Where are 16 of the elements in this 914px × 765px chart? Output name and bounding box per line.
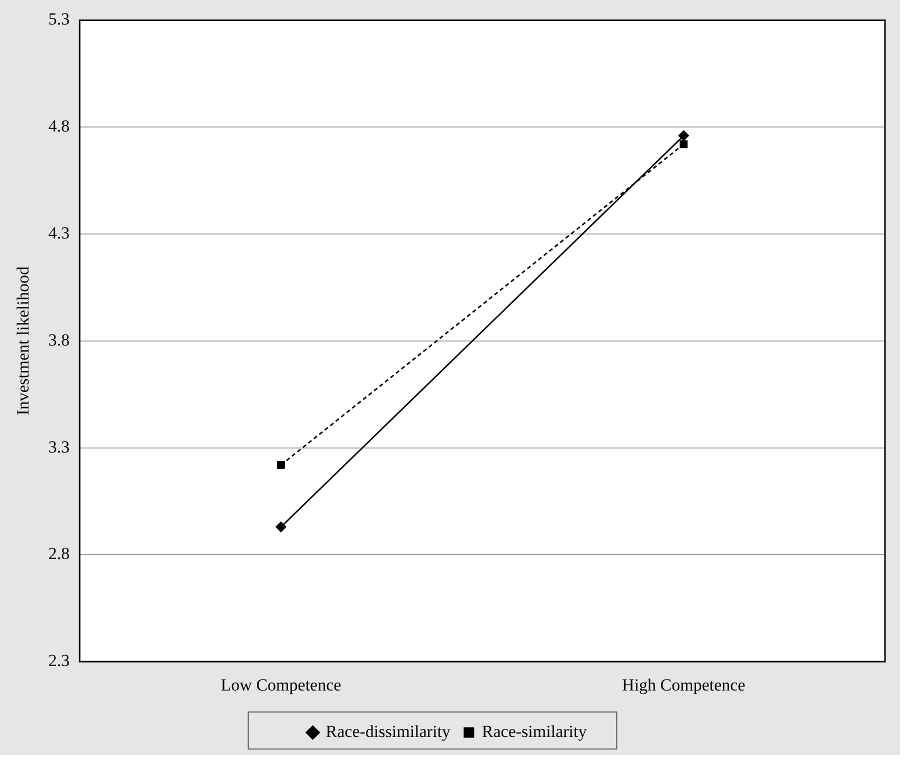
point bbox=[276, 522, 286, 532]
point bbox=[678, 130, 689, 141]
x-tick-label: High Competence bbox=[622, 675, 746, 694]
legend-label: Race-similarity bbox=[482, 722, 588, 741]
y-tick-label: 4.8 bbox=[48, 116, 70, 136]
y-tick-label: 3.8 bbox=[48, 330, 70, 350]
y-axis-title: Investment likelihood bbox=[14, 266, 33, 416]
y-tick-label: 2.8 bbox=[48, 544, 70, 564]
legend-label: Race-dissimilarity bbox=[326, 722, 451, 741]
point bbox=[680, 140, 688, 148]
y-tick-label: 3.3 bbox=[48, 437, 70, 456]
point bbox=[277, 460, 285, 469]
y-tick-label: 4.3 bbox=[48, 223, 70, 242]
y-tick-label: 2.3 bbox=[48, 651, 70, 670]
y-tick-label: 5.3 bbox=[48, 10, 70, 29]
x-tick-label: Low Competence bbox=[220, 675, 342, 694]
